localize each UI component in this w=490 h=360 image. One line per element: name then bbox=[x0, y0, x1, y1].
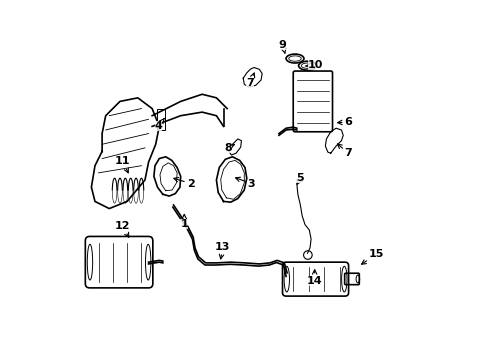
Text: 9: 9 bbox=[279, 40, 287, 53]
Text: 12: 12 bbox=[115, 221, 130, 237]
Text: 1: 1 bbox=[180, 215, 188, 229]
Text: 14: 14 bbox=[307, 270, 322, 286]
Text: 15: 15 bbox=[362, 249, 384, 264]
Text: 13: 13 bbox=[215, 242, 230, 259]
Text: 4: 4 bbox=[155, 118, 164, 131]
Text: 11: 11 bbox=[115, 157, 130, 173]
Text: 3: 3 bbox=[236, 177, 255, 189]
Text: 8: 8 bbox=[224, 143, 234, 153]
Text: 7: 7 bbox=[338, 144, 352, 158]
Text: 2: 2 bbox=[174, 177, 195, 189]
Text: 10: 10 bbox=[305, 60, 323, 70]
Text: 5: 5 bbox=[296, 173, 304, 184]
Text: 6: 6 bbox=[338, 117, 352, 127]
Text: 7: 7 bbox=[246, 73, 255, 88]
